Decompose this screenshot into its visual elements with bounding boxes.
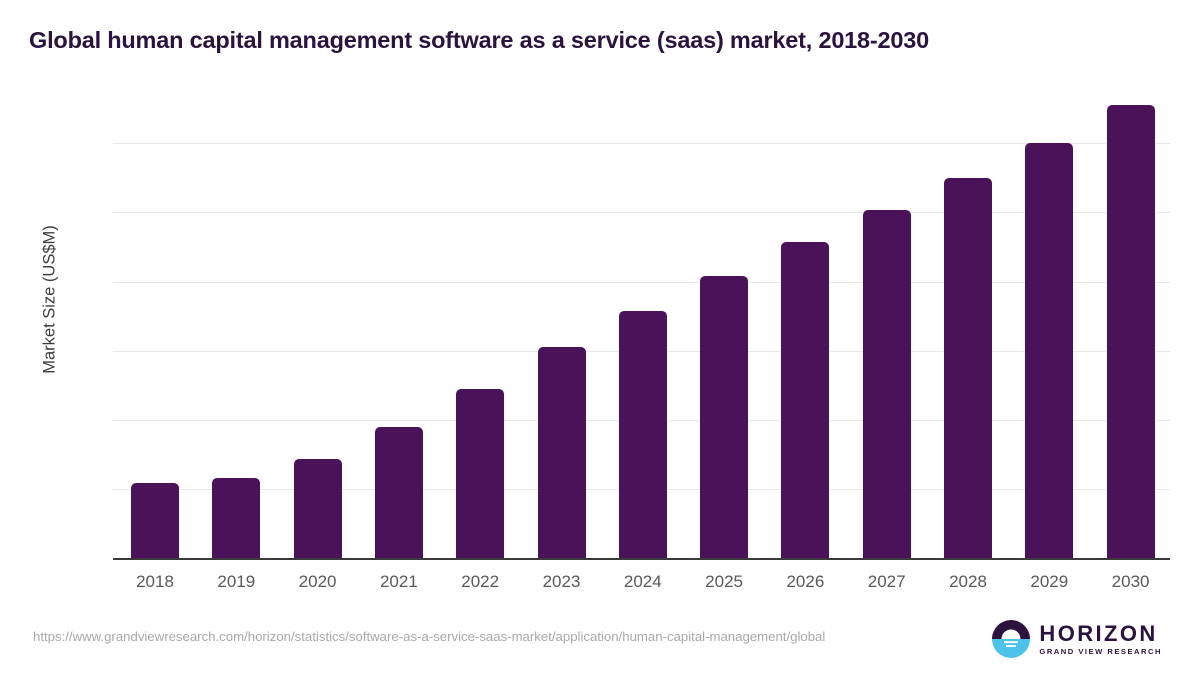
x-axis-tick-label: 2027 — [867, 572, 906, 591]
x-axis-tick-label: 2029 — [1030, 572, 1069, 591]
x-axis-tick-label: 2023 — [542, 572, 581, 591]
gridline — [113, 143, 1170, 145]
bar-2028[interactable] — [944, 177, 992, 558]
x-axis-tick-label: 2019 — [217, 572, 256, 591]
x-axis-tick-label: 2025 — [705, 572, 743, 591]
source-url[interactable]: https://www.grandviewresearch.com/horizo… — [33, 629, 826, 644]
bar-2020[interactable] — [293, 458, 342, 558]
x-axis-tick-label: 2028 — [949, 572, 987, 591]
x-axis-tick-label: 2018 — [136, 572, 174, 591]
x-axis-tick-label: 2020 — [298, 572, 337, 591]
logo-wordmark: HORIZON — [1039, 620, 1158, 646]
bar-2027[interactable] — [862, 209, 911, 558]
x-axis-tick-label: 2024 — [623, 572, 662, 591]
bar-2030[interactable] — [1106, 104, 1155, 558]
bar-2023[interactable] — [537, 346, 586, 558]
horizon-logo-text: HORIZON GRAND VIEW RESEARCH — [1039, 620, 1162, 656]
bar-2025[interactable] — [700, 276, 749, 558]
gridline — [113, 281, 1170, 283]
page-title: Global human capital management software… — [29, 27, 930, 53]
horizon-logo: HORIZON GRAND VIEW RESEARCH — [992, 620, 1162, 658]
x-axis-tick-label: 2026 — [786, 572, 825, 591]
bar-2019[interactable] — [212, 477, 261, 558]
gridline — [113, 212, 1170, 214]
x-axis-line — [113, 558, 1170, 560]
y-axis-title: Market Size (US$M) — [40, 225, 59, 374]
x-axis-tick-label: 2021 — [379, 572, 418, 591]
plot-area: 05k10k15k20k25k30k 201820192020202120222… — [113, 95, 1170, 591]
logo-tagline: GRAND VIEW RESEARCH — [1039, 646, 1162, 656]
bar-2018[interactable] — [131, 483, 179, 558]
bar-2026[interactable] — [781, 241, 830, 558]
bar-2022[interactable] — [456, 389, 505, 558]
bar-2029[interactable] — [1025, 143, 1074, 558]
bar-2024[interactable] — [618, 310, 667, 558]
x-axis-tick-label: 2030 — [1111, 572, 1150, 591]
bar-2021[interactable] — [374, 426, 423, 558]
horizon-logo-icon — [992, 620, 1031, 658]
x-axis-tick-label: 2022 — [461, 572, 500, 591]
